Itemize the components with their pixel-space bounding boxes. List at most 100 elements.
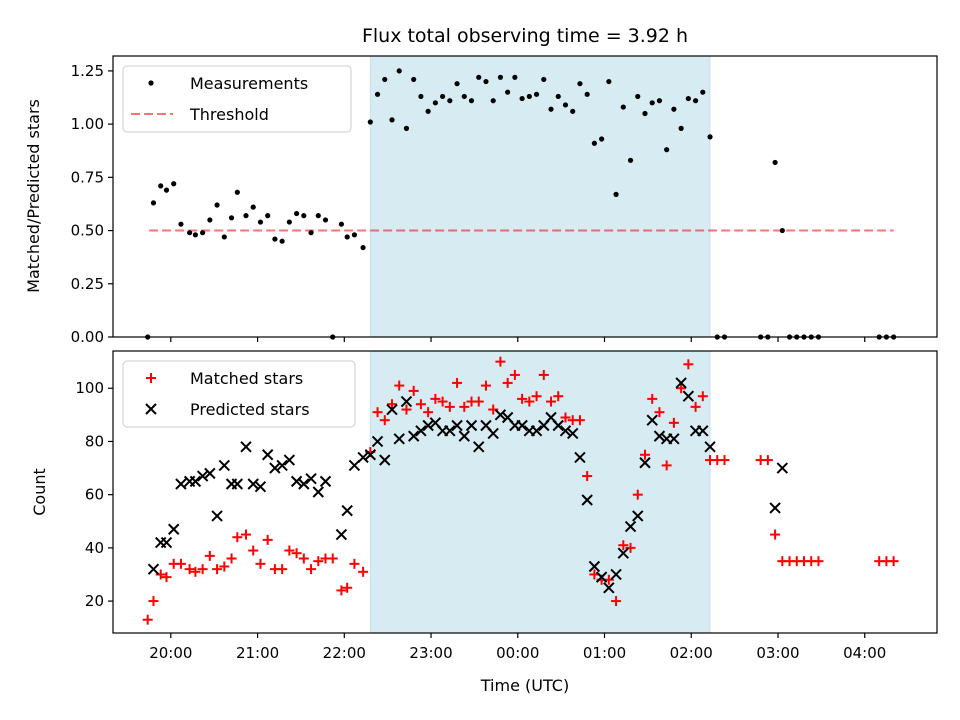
measurement-point (214, 202, 220, 208)
measurement-point (541, 76, 547, 83)
predicted-star-point (379, 454, 391, 466)
matched-star-point (495, 356, 506, 367)
predicted-star-point (269, 462, 281, 474)
predicted-star-point (458, 430, 470, 442)
matched-star-point (240, 529, 251, 540)
measurement-point (243, 213, 249, 219)
measurement-point (293, 210, 300, 217)
matched-star-point (690, 401, 701, 412)
top-legend: Measurements Threshold (122, 65, 352, 133)
matched-star-point (379, 415, 390, 426)
predicted-star-point (276, 459, 288, 472)
predicted-star-point (552, 419, 564, 432)
matched-star-point (401, 404, 412, 415)
matched-star-point (148, 596, 159, 607)
predicted-star-point (371, 435, 384, 448)
matched-star-point (502, 377, 513, 388)
predicted-star-point (415, 425, 427, 437)
x-tick-label: 03:00 (756, 644, 799, 662)
measurement-point (620, 104, 626, 110)
matched-star-point (415, 399, 426, 410)
bottom-y-tick-label: 60 (85, 486, 104, 504)
predicted-star-point (211, 510, 223, 522)
matched-star-point (175, 558, 186, 569)
matched-star-point (306, 564, 317, 575)
top-legend-box (122, 65, 352, 133)
predicted-star-point (407, 430, 420, 442)
measurement-point (599, 136, 605, 142)
matched-star-point (546, 396, 557, 407)
predicted-star-point (168, 523, 180, 535)
predicted-star-point (247, 478, 259, 490)
measurement-point (656, 98, 663, 104)
measurement-point (577, 81, 583, 87)
predicted-star-point (581, 494, 593, 506)
measurement-point (642, 110, 648, 117)
measurement-point (613, 191, 619, 197)
matched-star-point (697, 391, 708, 402)
matched-star-point (647, 393, 658, 404)
measurement-point (555, 93, 561, 100)
predicted-star-point (494, 409, 507, 421)
predicted-star-point (218, 459, 231, 472)
top-y-tick-label: 1.00 (71, 115, 104, 133)
matched-star-point (813, 556, 824, 567)
bottom-shaded-span (369, 350, 711, 634)
matched-star-point (387, 399, 398, 410)
top-y-tick-label: 0.75 (71, 168, 104, 186)
x-tick-label: 20:00 (149, 644, 192, 662)
measurement-point (685, 95, 691, 102)
matched-star-point (336, 585, 347, 596)
x-tick-label: 01:00 (583, 644, 626, 662)
predicted-star-point (319, 475, 332, 488)
matched-star-point (284, 545, 295, 556)
measurement-point (207, 217, 213, 223)
predicted-star-point (400, 395, 413, 408)
matched-star-point (770, 529, 781, 540)
bottom-y-axis-label: Count (30, 468, 49, 516)
measurement-point (418, 93, 424, 100)
matched-star-point (232, 532, 243, 543)
predicted-star-point (305, 472, 317, 485)
matched-star-point (639, 449, 650, 460)
measurement-point (635, 93, 641, 100)
measurement-point (257, 219, 264, 225)
x-tick-label: 23:00 (409, 644, 452, 662)
matched-star-point (372, 407, 383, 418)
matched-star-point (184, 564, 195, 575)
measurement-point (187, 230, 193, 236)
measurement-point (322, 217, 329, 223)
predicted-star-point (516, 419, 528, 432)
legend-label: Predicted stars (190, 400, 310, 419)
measurement-point (664, 147, 670, 153)
measurement-point (476, 74, 482, 80)
x-tick-label: 04:00 (843, 644, 886, 662)
matched-star-point (509, 369, 520, 380)
predicted-star-point (559, 425, 572, 437)
matched-star-point (444, 401, 455, 412)
matched-star-point (719, 455, 730, 466)
measurement-point (678, 125, 684, 131)
matched-star-point (349, 558, 360, 569)
top-y-tick-label: 1.25 (71, 62, 104, 80)
matched-star-point (611, 596, 622, 607)
predicted-star-point (595, 571, 608, 583)
top-y-tick-label: 0.00 (71, 328, 104, 346)
matched-star-point (531, 391, 542, 402)
predicted-star-point (147, 563, 160, 575)
predicted-star-point (386, 403, 398, 416)
measurement-point (562, 102, 569, 108)
measurement-point (454, 81, 460, 87)
predicted-star-point (624, 520, 637, 533)
matched-star-point (632, 489, 643, 500)
top-panel: 0.00 0.25 0.50 0.75 1.00 1.25 Measurements Thre… (71, 55, 938, 346)
measurement-point (490, 98, 496, 104)
matched-star-point (661, 460, 672, 471)
predicted-star-point (160, 536, 173, 549)
measurement-point (497, 74, 504, 80)
measurement-point (483, 78, 489, 85)
matched-star-point (480, 380, 491, 391)
measurement-point (403, 125, 410, 131)
matched-star-point (538, 369, 549, 380)
measurement-point (461, 93, 467, 100)
